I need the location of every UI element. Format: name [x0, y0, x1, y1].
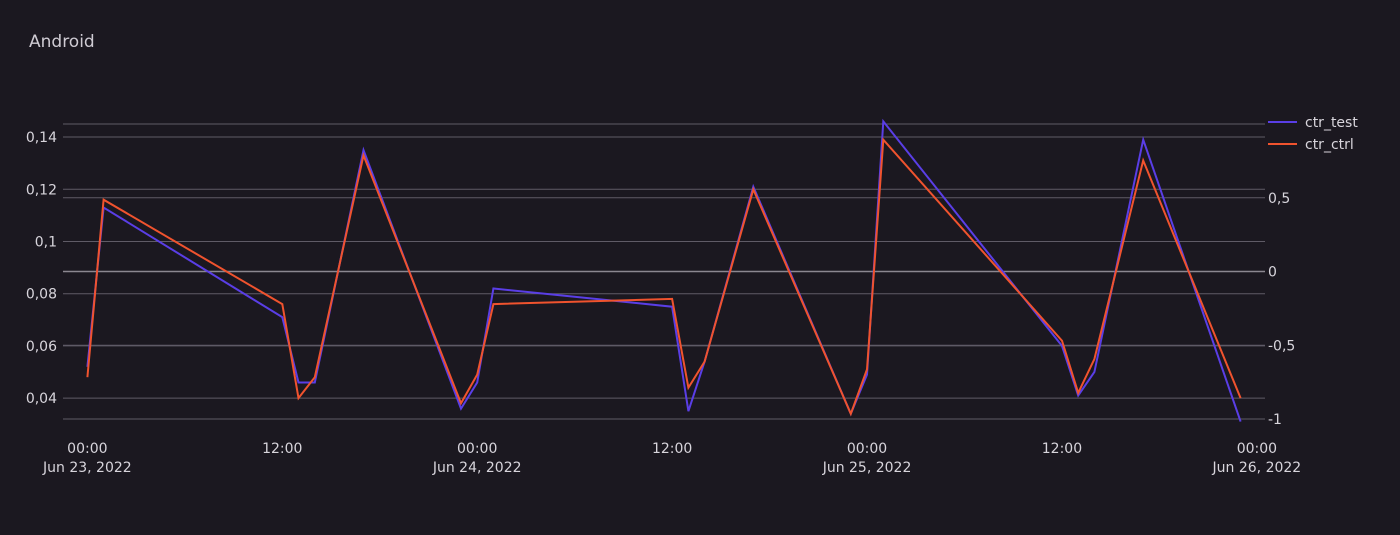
- left-y-axis: 0,04 0,06 0,08 0,1 0,12 0,14: [26, 130, 57, 407]
- x-tick-time: 00:00: [67, 441, 107, 457]
- x-tick-time: 00:00: [457, 441, 497, 457]
- legend[interactable]: ctr_test ctr_ctrl: [1268, 115, 1358, 153]
- left-tick-label: 0,1: [35, 234, 57, 250]
- x-tick-time: 00:00: [847, 441, 887, 457]
- left-tick-label: 0,12: [26, 182, 57, 198]
- series-lines: [86, 118, 1242, 422]
- left-tick-label: 0,04: [26, 391, 57, 407]
- grid-lines: [63, 123, 1265, 420]
- series-line-ctr_test: [86, 118, 1242, 422]
- left-tick-label: 0,14: [26, 130, 57, 146]
- x-tick-date: Jun 24, 2022: [432, 460, 522, 476]
- legend-label: ctr_test: [1305, 115, 1358, 131]
- x-tick-time: 00:00: [1237, 441, 1277, 457]
- right-y-axis: -1 -0,5 0 0,5: [1268, 191, 1295, 428]
- right-tick-label: -1: [1268, 412, 1282, 428]
- left-tick-label: 0,08: [26, 287, 57, 303]
- series-line-ctr_ctrl: [86, 137, 1242, 417]
- x-axis: 00:00 Jun 23, 2022 12:00 00:00 Jun 24, 2022 1…: [42, 441, 1301, 476]
- right-tick-label: 0: [1268, 265, 1277, 281]
- right-tick-label: 0,5: [1268, 191, 1290, 207]
- x-tick-time: 12:00: [1042, 441, 1082, 457]
- legend-item-ctr_ctrl[interactable]: ctr_ctrl: [1268, 137, 1354, 153]
- legend-item-ctr_test[interactable]: ctr_test: [1268, 115, 1358, 131]
- x-tick-time: 12:00: [262, 441, 302, 457]
- x-tick-date: Jun 25, 2022: [822, 460, 912, 476]
- x-tick-time: 12:00: [652, 441, 692, 457]
- left-tick-label: 0,06: [26, 339, 57, 355]
- x-tick-date: Jun 23, 2022: [42, 460, 132, 476]
- legend-label: ctr_ctrl: [1305, 137, 1354, 153]
- x-tick-date: Jun 26, 2022: [1212, 460, 1302, 476]
- panel-title: Android: [29, 32, 95, 52]
- right-tick-label: -0,5: [1268, 338, 1295, 354]
